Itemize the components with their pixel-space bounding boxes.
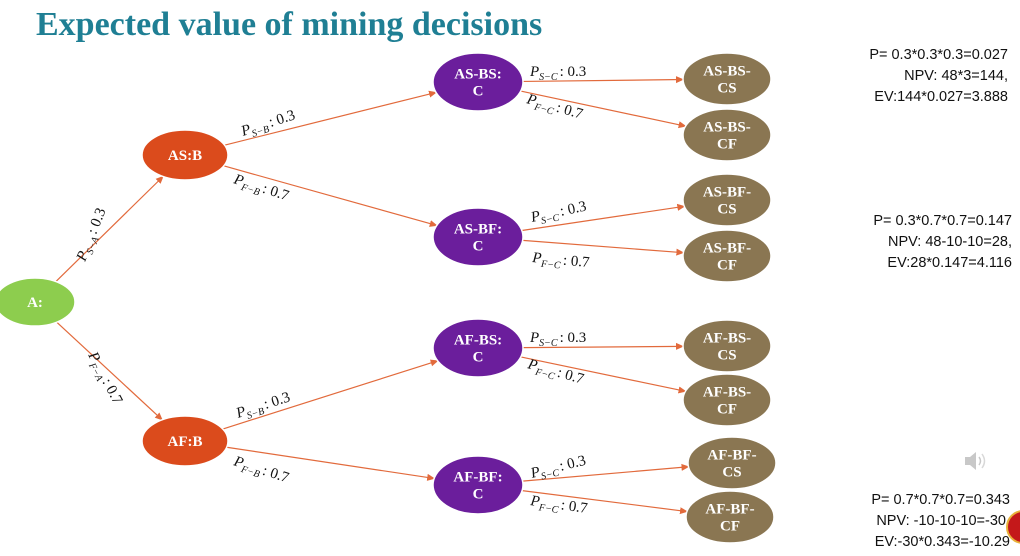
edge-A-AFB bbox=[56, 321, 163, 421]
node-afbscf: AF-BS-CF bbox=[682, 373, 772, 427]
calc-npv: NPV: 48-10-10=28, bbox=[887, 234, 1012, 250]
node-afbscs: AF-BS-CS bbox=[682, 319, 772, 373]
probability-label-fb: PF−B: 0.7 bbox=[230, 453, 291, 489]
node-label: C bbox=[473, 239, 484, 255]
probability-label-fc: PF−C: 0.7 bbox=[524, 356, 586, 390]
node-label: A: bbox=[27, 295, 43, 311]
edge-ASBSC-ASBSCF bbox=[520, 90, 687, 129]
calc-ev: EV:28*0.147=4.116 bbox=[887, 255, 1012, 271]
node-label: CF bbox=[717, 258, 737, 274]
calc-ev: EV:-30*0.343=-10.29 bbox=[874, 534, 1010, 550]
node-afbfc: AF-BF:C bbox=[432, 455, 524, 515]
node-label: AF:B bbox=[168, 434, 203, 450]
node-asb: AS:B bbox=[141, 129, 229, 181]
edge-AFBFC-AFBFCF bbox=[522, 490, 688, 515]
node-label: AS-BF- bbox=[703, 241, 751, 257]
calc-ev: EV:144*0.027=3.888 bbox=[874, 89, 1008, 105]
calculation-1: P= 0.3*0.3*0.3=0.027 NPV: 48*3=144, EV:1… bbox=[822, 45, 1008, 108]
calc-probability: P= 0.7*0.7*0.7=0.343 bbox=[871, 492, 1010, 508]
node-label: CS bbox=[717, 81, 736, 97]
edge-ASBFC-ASBFCF bbox=[522, 239, 685, 256]
edge-ASB-ASBFC bbox=[223, 165, 438, 227]
node-label: AS-BS- bbox=[703, 64, 751, 80]
node-afbfcs: AF-BF-CS bbox=[687, 436, 777, 490]
node-label: CF bbox=[717, 402, 737, 418]
node-label: AF-BF: bbox=[453, 470, 502, 486]
node-label: AS-BS: bbox=[454, 67, 502, 83]
node-label: AF-BS: bbox=[454, 333, 502, 349]
node-label: AS:B bbox=[168, 148, 202, 164]
node-a: A: bbox=[0, 277, 76, 327]
node-afbfcf: AF-BF-CF bbox=[685, 490, 775, 544]
calculation-2: P= 0.3*0.7*0.7=0.147 NPV: 48-10-10=28, E… bbox=[822, 211, 1012, 274]
node-label: AF-BS- bbox=[703, 331, 751, 347]
edge-AFBSC-AFBSCS bbox=[522, 342, 685, 350]
node-label: AF-BF- bbox=[707, 448, 756, 464]
node-label: AS-BF- bbox=[703, 185, 751, 201]
edge-A-ASB bbox=[55, 175, 164, 282]
node-label: C bbox=[473, 350, 484, 366]
node-asbsc: AS-BS:C bbox=[432, 52, 524, 112]
calc-npv: NPV: 48*3=144, bbox=[904, 68, 1008, 84]
node-asbscs: AS-BS-CS bbox=[682, 52, 772, 106]
node-label: AS-BS- bbox=[703, 120, 751, 136]
probability-label-fc: PF−C: 0.7 bbox=[530, 250, 590, 274]
node-label: CF bbox=[717, 137, 737, 153]
node-label: C bbox=[473, 84, 484, 100]
speaker-icon[interactable] bbox=[962, 448, 990, 474]
edge-AFB-AFBFC bbox=[226, 446, 436, 481]
probability-label-fc: PF−C: 0.7 bbox=[528, 493, 589, 520]
probability-label-sc: PS−C: 0.3 bbox=[528, 453, 588, 485]
calc-npv: NPV: -10-10-10=-30, bbox=[876, 513, 1010, 529]
node-label: CF bbox=[720, 519, 740, 535]
probability-label-sc: PS−C: 0.3 bbox=[529, 199, 589, 229]
node-label: CS bbox=[717, 348, 736, 364]
calculation-3: P= 0.7*0.7*0.7=0.343 NPV: -10-10-10=-30,… bbox=[812, 490, 1010, 553]
edge-ASBSC-ASBSCS bbox=[522, 76, 685, 84]
edge-AFBSC-AFBSCF bbox=[520, 356, 687, 394]
probability-label-sb: PS−B: 0.3 bbox=[238, 107, 298, 143]
node-label: C bbox=[473, 487, 484, 503]
tree-edges bbox=[55, 76, 690, 515]
node-asbscf: AS-BS-CF bbox=[682, 108, 772, 162]
node-asbfcs: AS-BF-CS bbox=[682, 173, 772, 227]
edge-AFB-AFBSC bbox=[222, 359, 439, 430]
edge-ASBFC-ASBFCS bbox=[521, 203, 686, 232]
tree-nodes: A:AS:BAF:BAS-BS:CAS-BF:CAF-BS:CAF-BF:CAS… bbox=[0, 52, 777, 544]
slide-title: Expected value of mining decisions bbox=[36, 6, 543, 43]
probability-label-sc: PS−C: 0.3 bbox=[529, 330, 586, 349]
edge-AFBFC-AFBFCS bbox=[522, 463, 690, 482]
node-asbfc: AS-BF:C bbox=[432, 207, 524, 267]
calc-probability: P= 0.3*0.7*0.7=0.147 bbox=[873, 213, 1012, 229]
node-label: AF-BS- bbox=[703, 385, 751, 401]
probability-label-sb: PS−B: 0.3 bbox=[233, 389, 293, 425]
probability-label-fa: PF−A: 0.7 bbox=[81, 348, 125, 408]
probability-label-sc: PS−C: 0.3 bbox=[529, 64, 586, 83]
node-label: AF-BF- bbox=[705, 502, 754, 518]
calc-probability: P= 0.3*0.3*0.3=0.027 bbox=[869, 47, 1008, 63]
probability-label-sa: PS−A: 0.3 bbox=[73, 206, 112, 266]
node-afbsc: AF-BS:C bbox=[432, 318, 524, 378]
edge-ASB-ASBSC bbox=[224, 90, 437, 146]
node-label: AS-BF: bbox=[454, 222, 502, 238]
probability-label-fc: PF−C: 0.7 bbox=[523, 91, 585, 125]
node-label: CS bbox=[717, 202, 736, 218]
node-label: CS bbox=[722, 465, 741, 481]
node-afb: AF:B bbox=[141, 415, 229, 467]
node-asbfcf: AS-BF-CF bbox=[682, 229, 772, 283]
